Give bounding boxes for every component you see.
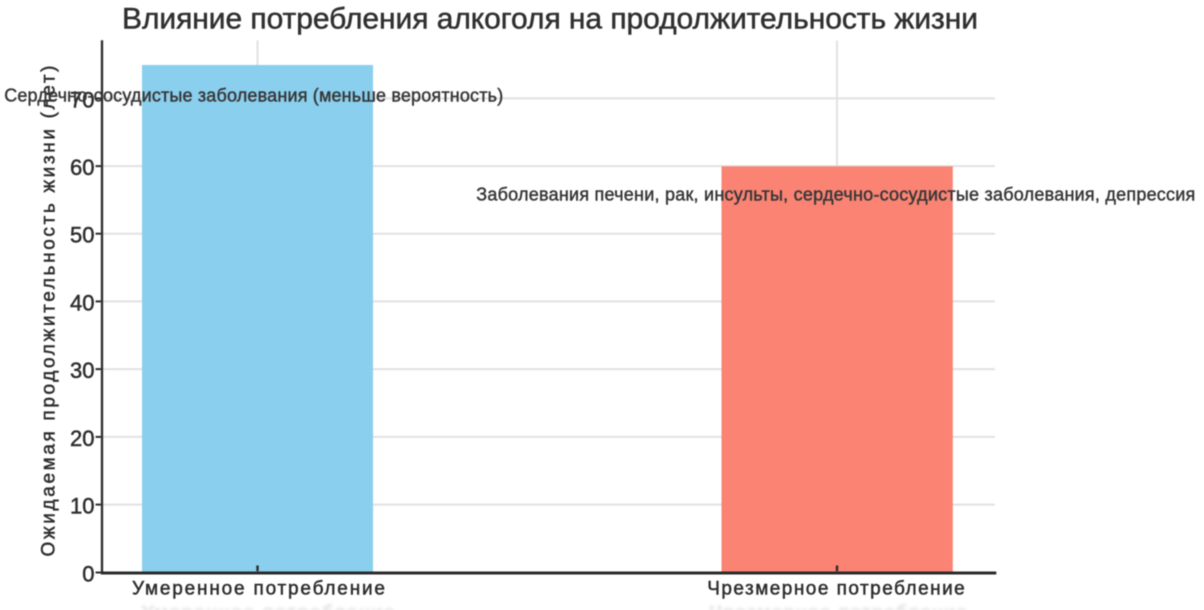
svg-text:60: 60 bbox=[70, 155, 94, 180]
svg-text:70: 70 bbox=[70, 87, 94, 112]
svg-text:Влияние потребления алкоголя н: Влияние потребления алкоголя на продолжи… bbox=[122, 3, 978, 36]
svg-text:Умеренное потребление: Умеренное потребление bbox=[132, 579, 385, 600]
svg-text:20: 20 bbox=[70, 426, 94, 451]
svg-text:Чрезмерное потребление: Чрезмерное потребление bbox=[709, 603, 967, 610]
svg-text:40: 40 bbox=[70, 290, 94, 315]
svg-text:50: 50 bbox=[70, 223, 94, 248]
svg-text:0: 0 bbox=[82, 562, 94, 587]
svg-text:Умеренное потребление: Умеренное потребление bbox=[142, 603, 395, 610]
svg-text:30: 30 bbox=[70, 358, 94, 383]
svg-text:Заболевания печени, рак, инсул: Заболевания печени, рак, инсульты, серде… bbox=[476, 185, 1195, 205]
svg-text:10: 10 bbox=[70, 494, 94, 519]
svg-text:Сердечно-сосудистые заболевани: Сердечно-сосудистые заболевания (меньше … bbox=[4, 86, 503, 106]
svg-text:Ожидаемая продолжительность жи: Ожидаемая продолжительность жизни (лет) bbox=[39, 66, 60, 557]
svg-text:Чрезмерное потребление: Чрезмерное потребление bbox=[707, 579, 965, 600]
